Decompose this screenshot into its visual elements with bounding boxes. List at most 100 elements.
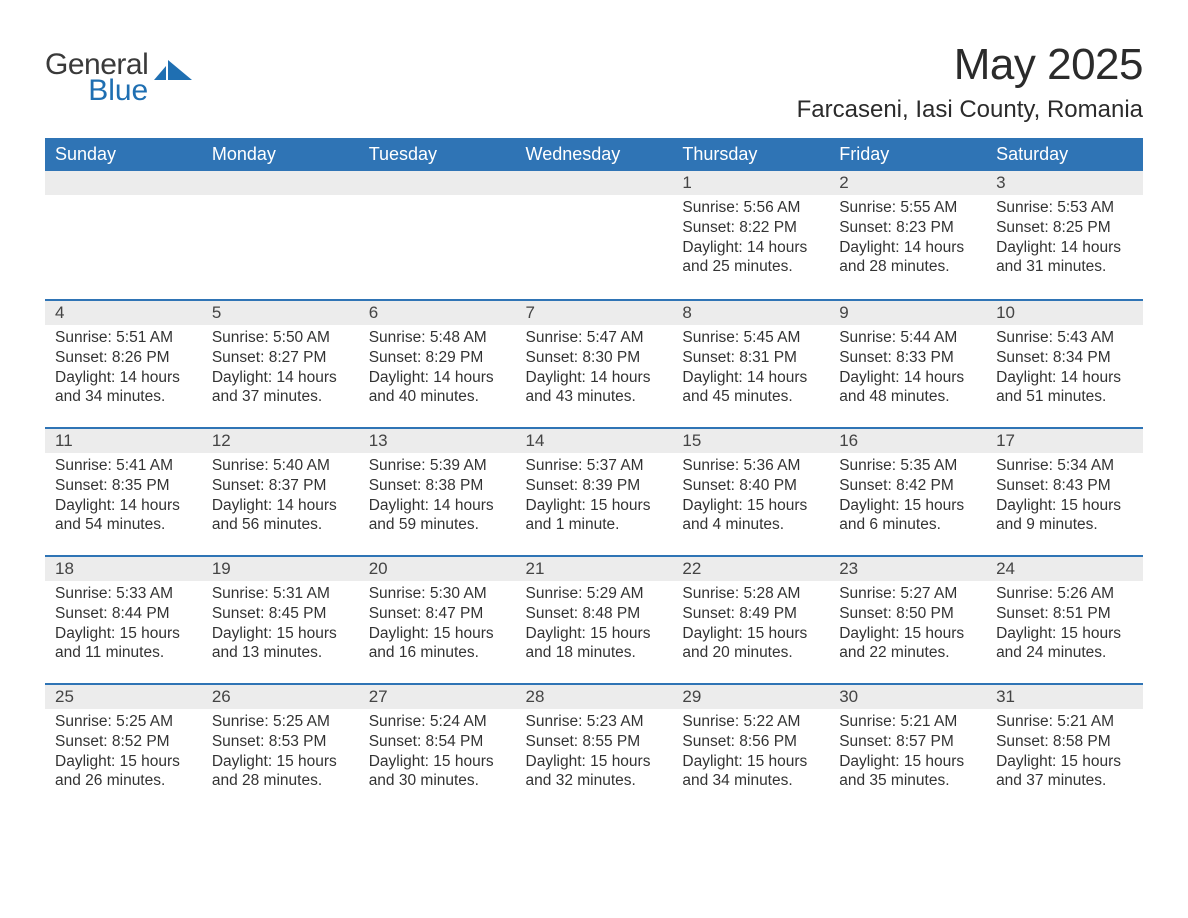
sunrise-line: Sunrise: 5:31 AM xyxy=(212,584,349,604)
day-number-bar: 17 xyxy=(986,427,1143,453)
sunrise-line: Sunrise: 5:35 AM xyxy=(839,456,976,476)
day-number-bar: 19 xyxy=(202,555,359,581)
day-number-bar: 7 xyxy=(516,299,673,325)
sunrise-line: Sunrise: 5:51 AM xyxy=(55,328,192,348)
daylight-line: Daylight: 15 hours and 32 minutes. xyxy=(526,752,663,792)
calendar-cell: 27Sunrise: 5:24 AMSunset: 8:54 PMDayligh… xyxy=(359,683,516,811)
sunset-line: Sunset: 8:50 PM xyxy=(839,604,976,624)
daylight-line: Daylight: 14 hours and 43 minutes. xyxy=(526,368,663,408)
sunrise-line: Sunrise: 5:25 AM xyxy=(212,712,349,732)
sunrise-line: Sunrise: 5:45 AM xyxy=(682,328,819,348)
daylight-line: Daylight: 14 hours and 56 minutes. xyxy=(212,496,349,536)
sunrise-line: Sunrise: 5:41 AM xyxy=(55,456,192,476)
day-body: Sunrise: 5:21 AMSunset: 8:57 PMDaylight:… xyxy=(829,709,986,799)
calendar-cell: 22Sunrise: 5:28 AMSunset: 8:49 PMDayligh… xyxy=(672,555,829,683)
sunset-line: Sunset: 8:56 PM xyxy=(682,732,819,752)
daylight-line: Daylight: 14 hours and 59 minutes. xyxy=(369,496,506,536)
sunrise-line: Sunrise: 5:36 AM xyxy=(682,456,819,476)
calendar-cell: 10Sunrise: 5:43 AMSunset: 8:34 PMDayligh… xyxy=(986,299,1143,427)
day-number-bar: 27 xyxy=(359,683,516,709)
calendar-cell: 8Sunrise: 5:45 AMSunset: 8:31 PMDaylight… xyxy=(672,299,829,427)
sunrise-line: Sunrise: 5:48 AM xyxy=(369,328,506,348)
daylight-line: Daylight: 15 hours and 26 minutes. xyxy=(55,752,192,792)
day-number-bar: 23 xyxy=(829,555,986,581)
sunset-line: Sunset: 8:51 PM xyxy=(996,604,1133,624)
sunset-line: Sunset: 8:26 PM xyxy=(55,348,192,368)
sunset-line: Sunset: 8:47 PM xyxy=(369,604,506,624)
sunrise-line: Sunrise: 5:55 AM xyxy=(839,198,976,218)
day-body: Sunrise: 5:27 AMSunset: 8:50 PMDaylight:… xyxy=(829,581,986,671)
calendar-week-row: 25Sunrise: 5:25 AMSunset: 8:52 PMDayligh… xyxy=(45,683,1143,811)
sunset-line: Sunset: 8:35 PM xyxy=(55,476,192,496)
sunset-line: Sunset: 8:52 PM xyxy=(55,732,192,752)
calendar-cell: 1Sunrise: 5:56 AMSunset: 8:22 PMDaylight… xyxy=(672,171,829,299)
calendar-cell: 16Sunrise: 5:35 AMSunset: 8:42 PMDayligh… xyxy=(829,427,986,555)
calendar-cell xyxy=(516,171,673,299)
calendar-body: 1Sunrise: 5:56 AMSunset: 8:22 PMDaylight… xyxy=(45,171,1143,811)
day-number-bar: 25 xyxy=(45,683,202,709)
day-body: Sunrise: 5:55 AMSunset: 8:23 PMDaylight:… xyxy=(829,195,986,285)
calendar-cell: 28Sunrise: 5:23 AMSunset: 8:55 PMDayligh… xyxy=(516,683,673,811)
day-number-bar: 29 xyxy=(672,683,829,709)
day-body: Sunrise: 5:37 AMSunset: 8:39 PMDaylight:… xyxy=(516,453,673,543)
daylight-line: Daylight: 15 hours and 11 minutes. xyxy=(55,624,192,664)
calendar-cell: 30Sunrise: 5:21 AMSunset: 8:57 PMDayligh… xyxy=(829,683,986,811)
calendar-cell: 18Sunrise: 5:33 AMSunset: 8:44 PMDayligh… xyxy=(45,555,202,683)
day-number-bar: 2 xyxy=(829,171,986,195)
sunset-line: Sunset: 8:33 PM xyxy=(839,348,976,368)
weekday-header: Wednesday xyxy=(516,138,673,171)
sunset-line: Sunset: 8:53 PM xyxy=(212,732,349,752)
sunrise-line: Sunrise: 5:25 AM xyxy=(55,712,192,732)
daylight-line: Daylight: 14 hours and 48 minutes. xyxy=(839,368,976,408)
sunrise-line: Sunrise: 5:33 AM xyxy=(55,584,192,604)
day-body: Sunrise: 5:33 AMSunset: 8:44 PMDaylight:… xyxy=(45,581,202,671)
calendar-cell: 13Sunrise: 5:39 AMSunset: 8:38 PMDayligh… xyxy=(359,427,516,555)
sunset-line: Sunset: 8:58 PM xyxy=(996,732,1133,752)
day-body: Sunrise: 5:24 AMSunset: 8:54 PMDaylight:… xyxy=(359,709,516,799)
weekday-header: Saturday xyxy=(986,138,1143,171)
day-number-bar: 30 xyxy=(829,683,986,709)
daylight-line: Daylight: 15 hours and 34 minutes. xyxy=(682,752,819,792)
day-body: Sunrise: 5:30 AMSunset: 8:47 PMDaylight:… xyxy=(359,581,516,671)
sunrise-line: Sunrise: 5:26 AM xyxy=(996,584,1133,604)
day-number-bar: 22 xyxy=(672,555,829,581)
daylight-line: Daylight: 14 hours and 25 minutes. xyxy=(682,238,819,278)
sunset-line: Sunset: 8:34 PM xyxy=(996,348,1133,368)
sunrise-line: Sunrise: 5:34 AM xyxy=(996,456,1133,476)
calendar-cell: 26Sunrise: 5:25 AMSunset: 8:53 PMDayligh… xyxy=(202,683,359,811)
day-body: Sunrise: 5:29 AMSunset: 8:48 PMDaylight:… xyxy=(516,581,673,671)
calendar-cell: 20Sunrise: 5:30 AMSunset: 8:47 PMDayligh… xyxy=(359,555,516,683)
calendar-cell: 11Sunrise: 5:41 AMSunset: 8:35 PMDayligh… xyxy=(45,427,202,555)
sunrise-line: Sunrise: 5:44 AM xyxy=(839,328,976,348)
daylight-line: Daylight: 15 hours and 22 minutes. xyxy=(839,624,976,664)
day-number-bar-empty xyxy=(202,171,359,195)
day-number-bar: 26 xyxy=(202,683,359,709)
sunset-line: Sunset: 8:55 PM xyxy=(526,732,663,752)
sunrise-line: Sunrise: 5:37 AM xyxy=(526,456,663,476)
calendar-cell: 2Sunrise: 5:55 AMSunset: 8:23 PMDaylight… xyxy=(829,171,986,299)
calendar-cell: 24Sunrise: 5:26 AMSunset: 8:51 PMDayligh… xyxy=(986,555,1143,683)
brand-flag-icon xyxy=(154,56,194,84)
daylight-line: Daylight: 15 hours and 20 minutes. xyxy=(682,624,819,664)
daylight-line: Daylight: 15 hours and 4 minutes. xyxy=(682,496,819,536)
day-body: Sunrise: 5:39 AMSunset: 8:38 PMDaylight:… xyxy=(359,453,516,543)
day-body: Sunrise: 5:51 AMSunset: 8:26 PMDaylight:… xyxy=(45,325,202,415)
daylight-line: Daylight: 15 hours and 35 minutes. xyxy=(839,752,976,792)
calendar-cell: 15Sunrise: 5:36 AMSunset: 8:40 PMDayligh… xyxy=(672,427,829,555)
daylight-line: Daylight: 14 hours and 34 minutes. xyxy=(55,368,192,408)
sunrise-line: Sunrise: 5:28 AM xyxy=(682,584,819,604)
day-number-bar: 31 xyxy=(986,683,1143,709)
weekday-header: Sunday xyxy=(45,138,202,171)
day-number-bar: 24 xyxy=(986,555,1143,581)
sunset-line: Sunset: 8:45 PM xyxy=(212,604,349,624)
sunset-line: Sunset: 8:27 PM xyxy=(212,348,349,368)
calendar-cell xyxy=(202,171,359,299)
sunset-line: Sunset: 8:57 PM xyxy=(839,732,976,752)
daylight-line: Daylight: 14 hours and 40 minutes. xyxy=(369,368,506,408)
sunset-line: Sunset: 8:54 PM xyxy=(369,732,506,752)
day-body: Sunrise: 5:36 AMSunset: 8:40 PMDaylight:… xyxy=(672,453,829,543)
sunrise-line: Sunrise: 5:43 AM xyxy=(996,328,1133,348)
sunset-line: Sunset: 8:48 PM xyxy=(526,604,663,624)
day-body: Sunrise: 5:22 AMSunset: 8:56 PMDaylight:… xyxy=(672,709,829,799)
calendar-cell: 3Sunrise: 5:53 AMSunset: 8:25 PMDaylight… xyxy=(986,171,1143,299)
